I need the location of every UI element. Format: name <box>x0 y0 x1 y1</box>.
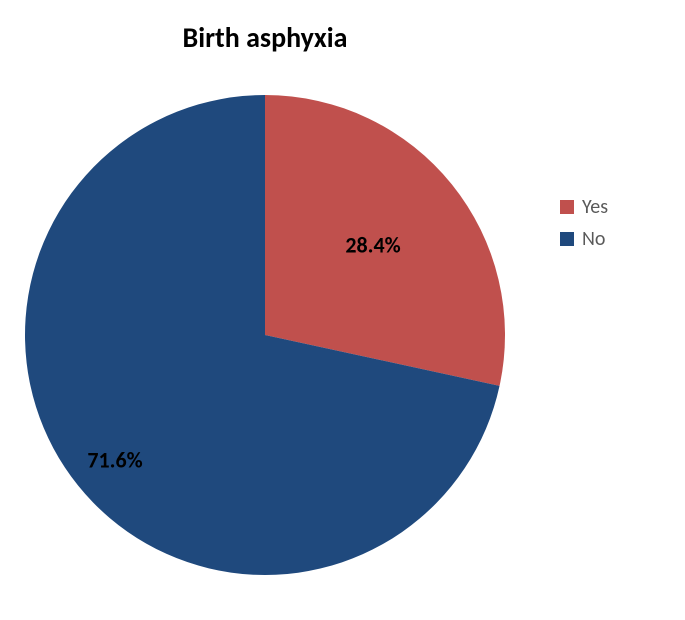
slice-label-no: 71.6% <box>87 447 142 474</box>
pie-chart <box>25 95 505 580</box>
chart-legend: Yes No <box>560 195 608 251</box>
legend-swatch-yes <box>560 200 574 214</box>
slice-label-yes: 28.4% <box>345 232 400 259</box>
chart-title: Birth asphyxia <box>0 20 530 55</box>
legend-item-no: No <box>560 227 608 251</box>
legend-swatch-no <box>560 232 574 246</box>
pie-svg <box>25 95 505 575</box>
legend-label-yes: Yes <box>582 195 608 219</box>
legend-item-yes: Yes <box>560 195 608 219</box>
legend-label-no: No <box>582 227 605 251</box>
